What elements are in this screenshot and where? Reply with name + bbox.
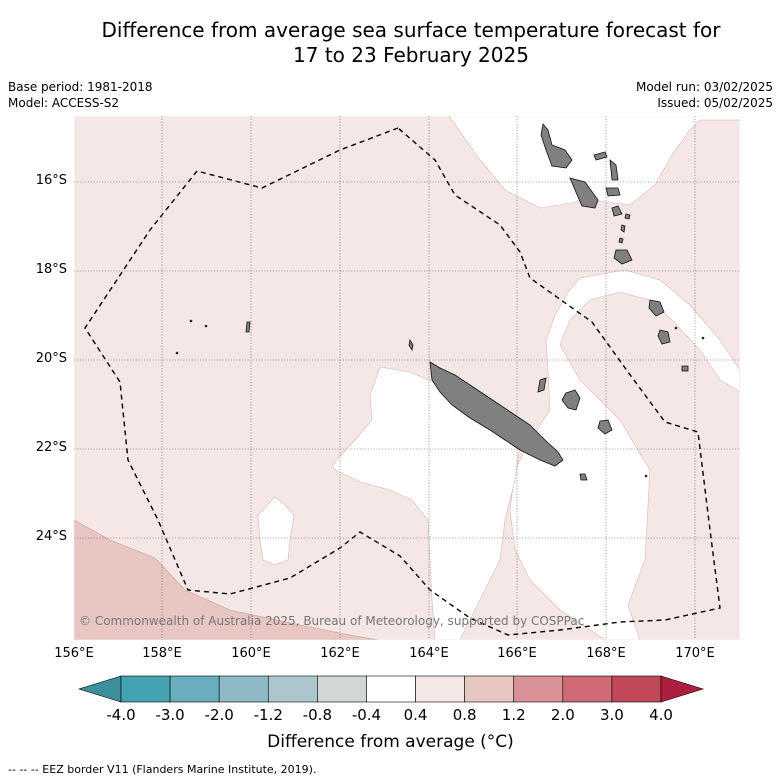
colorbar-tick-label: -4.0 <box>106 706 136 724</box>
vanuatu-pentecost <box>609 159 619 181</box>
lon-tick-label: 164°E <box>409 646 449 661</box>
colorbar-extend-low <box>77 675 122 703</box>
eez-legend-text: -- -- -- EEZ border V11 (Flanders Marine… <box>8 763 317 776</box>
neutral-region-north <box>448 116 740 209</box>
reef-dot-1 <box>189 319 193 323</box>
colorbar-segment <box>611 675 662 703</box>
reef-dot-3 <box>175 351 179 355</box>
colorbar-tick-label: -1.2 <box>253 706 283 724</box>
title-line-1: Difference from average sea surface temp… <box>101 18 721 42</box>
vanuatu-malekula <box>569 177 599 209</box>
chesterfield-reef <box>245 321 251 333</box>
new-caledonia-island <box>429 361 564 467</box>
reef-dot-5 <box>701 336 705 340</box>
vanuatu-espiritu-santo <box>540 123 573 169</box>
meta-right: Model run: 03/02/2025 Issued: 05/02/2025 <box>636 79 773 111</box>
lon-tick-label: 156°E <box>54 646 94 661</box>
colorbar-tick-label: -3.0 <box>155 706 185 724</box>
loyalty-islands-ouvea <box>537 377 547 393</box>
model-run-text: Model run: 03/02/2025 <box>635 80 773 94</box>
vanuatu-ambae <box>593 151 608 161</box>
colorbar-segment <box>317 675 367 703</box>
copyright-text: © Commonwealth of Australia 2025, Bureau… <box>79 614 585 628</box>
colorbar-extend-high <box>660 675 705 703</box>
loyalty-islands-lifou <box>597 419 613 435</box>
base-period-text: Base period: 1981-2018 <box>8 80 153 94</box>
vanuatu-ambrym <box>605 187 621 197</box>
loyalty-islands-mare <box>561 389 581 411</box>
model-text: Model: ACCESS-S2 <box>8 96 120 110</box>
neutral-region-southwest <box>257 496 295 566</box>
colorbar-label: Difference from average (°C) <box>267 732 514 752</box>
small-island-4 <box>618 237 624 244</box>
anomaly-region-0-8-1-2 <box>74 519 379 640</box>
chart-title: Difference from average sea surface temp… <box>0 18 781 68</box>
colorbar-tick-label: 0.4 <box>403 706 428 724</box>
lat-tick-label: 22°S <box>35 440 67 455</box>
lat-tick-label: 20°S <box>35 351 67 366</box>
neutral-region-east <box>509 269 740 640</box>
colorbar-tick-label: -2.0 <box>204 706 234 724</box>
vanuatu-efate <box>613 249 633 265</box>
vanuatu-aneityum <box>681 365 689 372</box>
ile-des-pins <box>579 473 588 481</box>
colorbar-segment <box>218 675 269 703</box>
colorbar-tick-label: 0.8 <box>452 706 477 724</box>
colorbar-segment <box>169 675 220 703</box>
lon-tick-label: 170°E <box>675 646 715 661</box>
lon-tick-label: 158°E <box>142 646 182 661</box>
colorbar-tick-label: 2.0 <box>550 706 575 724</box>
meta-left: Base period: 1981-2018 Model: ACCESS-S2 <box>8 79 153 111</box>
colorbar-segment <box>513 675 564 703</box>
colorbar-segment <box>120 675 171 703</box>
map-frame <box>73 115 741 641</box>
colorbar-tick-label: -0.4 <box>351 706 382 724</box>
reef-dot-6 <box>644 474 648 478</box>
lon-tick-label: 162°E <box>320 646 360 661</box>
lon-tick-label: 166°E <box>497 646 537 661</box>
map-plot-area <box>74 116 740 640</box>
lon-tick-label: 160°E <box>231 646 271 661</box>
colorbar-segment <box>415 675 465 703</box>
colorbar-tick-label: 3.0 <box>599 706 624 724</box>
lat-tick-label: 18°S <box>35 262 67 277</box>
eez-border-line <box>84 127 721 636</box>
colorbar <box>77 675 705 703</box>
vanuatu-tanna <box>657 329 671 345</box>
colorbar-segment <box>267 675 318 703</box>
colorbar-tick-label: 4.0 <box>649 706 673 724</box>
lon-tick-label: 168°E <box>586 646 626 661</box>
small-island-2 <box>620 224 626 233</box>
small-island-1 <box>408 338 414 352</box>
vanuatu-erromango <box>648 299 665 317</box>
issued-text: Issued: 05/02/2025 <box>657 96 773 110</box>
colorbar-tick-label: -0.8 <box>302 706 332 724</box>
reef-dot-4 <box>674 326 678 330</box>
title-line-2: 17 to 23 February 2025 <box>293 43 529 67</box>
lat-tick-label: 24°S <box>35 529 67 544</box>
reef-dot-2 <box>204 324 208 328</box>
colorbar-segment <box>562 675 613 703</box>
lat-tick-label: 16°S <box>35 173 67 188</box>
graticule <box>74 116 740 640</box>
land-masses <box>175 123 705 481</box>
vanuatu-epi <box>611 205 623 217</box>
colorbar-segment <box>464 675 515 703</box>
colorbar-segment <box>366 675 416 703</box>
colorbar-tick-label: 1.2 <box>501 706 526 724</box>
small-island-3 <box>624 213 631 220</box>
